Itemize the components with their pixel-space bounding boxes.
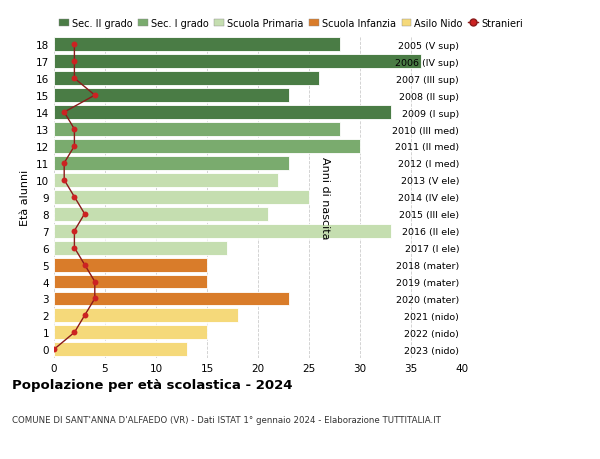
- Bar: [54, 140, 360, 154]
- Y-axis label: Età alunni: Età alunni: [20, 169, 31, 225]
- Text: Popolazione per età scolastica - 2024: Popolazione per età scolastica - 2024: [12, 379, 293, 392]
- Point: [49, 346, 59, 353]
- Bar: [54, 275, 207, 289]
- Point: [80, 261, 89, 269]
- Point: [80, 211, 89, 218]
- Point: [59, 160, 69, 167]
- Bar: [54, 292, 289, 306]
- Bar: [54, 89, 289, 103]
- Bar: [54, 55, 421, 69]
- Bar: [54, 123, 340, 137]
- Point: [80, 312, 89, 319]
- Point: [59, 177, 69, 184]
- Legend: Sec. II grado, Sec. I grado, Scuola Primaria, Scuola Infanzia, Asilo Nido, Stran: Sec. II grado, Sec. I grado, Scuola Prim…: [59, 19, 523, 28]
- Bar: [54, 241, 227, 255]
- Y-axis label: Anni di nascita: Anni di nascita: [320, 156, 330, 239]
- Bar: [54, 326, 207, 340]
- Point: [70, 143, 79, 150]
- Bar: [54, 72, 319, 86]
- Bar: [54, 174, 278, 187]
- Bar: [54, 224, 391, 238]
- Point: [90, 278, 100, 285]
- Bar: [54, 190, 309, 204]
- Bar: [54, 38, 340, 52]
- Bar: [54, 309, 238, 323]
- Point: [90, 92, 100, 100]
- Point: [70, 58, 79, 66]
- Bar: [54, 258, 207, 272]
- Bar: [54, 342, 187, 357]
- Point: [70, 41, 79, 49]
- Bar: [54, 106, 391, 120]
- Point: [70, 126, 79, 134]
- Point: [70, 194, 79, 201]
- Bar: [54, 157, 289, 170]
- Point: [90, 295, 100, 302]
- Point: [70, 329, 79, 336]
- Point: [70, 228, 79, 235]
- Text: COMUNE DI SANT'ANNA D'ALFAEDO (VR) - Dati ISTAT 1° gennaio 2024 - Elaborazione T: COMUNE DI SANT'ANNA D'ALFAEDO (VR) - Dat…: [12, 415, 441, 425]
- Point: [70, 75, 79, 83]
- Point: [70, 245, 79, 252]
- Bar: [54, 207, 268, 221]
- Point: [59, 109, 69, 117]
